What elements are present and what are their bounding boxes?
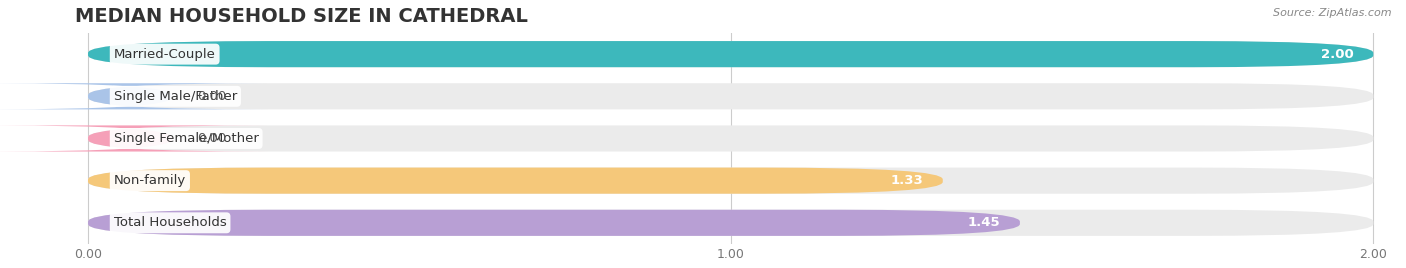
FancyBboxPatch shape <box>0 125 267 151</box>
Text: Source: ZipAtlas.com: Source: ZipAtlas.com <box>1274 8 1392 18</box>
Text: 0.00: 0.00 <box>197 90 226 103</box>
FancyBboxPatch shape <box>0 83 267 109</box>
FancyBboxPatch shape <box>89 41 1374 67</box>
Text: 1.45: 1.45 <box>967 216 1001 229</box>
FancyBboxPatch shape <box>89 210 1019 236</box>
Text: Non-family: Non-family <box>114 174 186 187</box>
Text: Total Households: Total Households <box>114 216 226 229</box>
FancyBboxPatch shape <box>89 41 1374 67</box>
FancyBboxPatch shape <box>89 125 1374 151</box>
Text: MEDIAN HOUSEHOLD SIZE IN CATHEDRAL: MEDIAN HOUSEHOLD SIZE IN CATHEDRAL <box>75 7 529 26</box>
Text: Married-Couple: Married-Couple <box>114 48 215 61</box>
FancyBboxPatch shape <box>89 83 1374 109</box>
FancyBboxPatch shape <box>89 210 1374 236</box>
Text: Single Female/Mother: Single Female/Mother <box>114 132 259 145</box>
FancyBboxPatch shape <box>89 168 1374 194</box>
Text: Single Male/Father: Single Male/Father <box>114 90 238 103</box>
FancyBboxPatch shape <box>89 168 943 194</box>
Text: 2.00: 2.00 <box>1322 48 1354 61</box>
Text: 0.00: 0.00 <box>197 132 226 145</box>
Text: 1.33: 1.33 <box>891 174 924 187</box>
